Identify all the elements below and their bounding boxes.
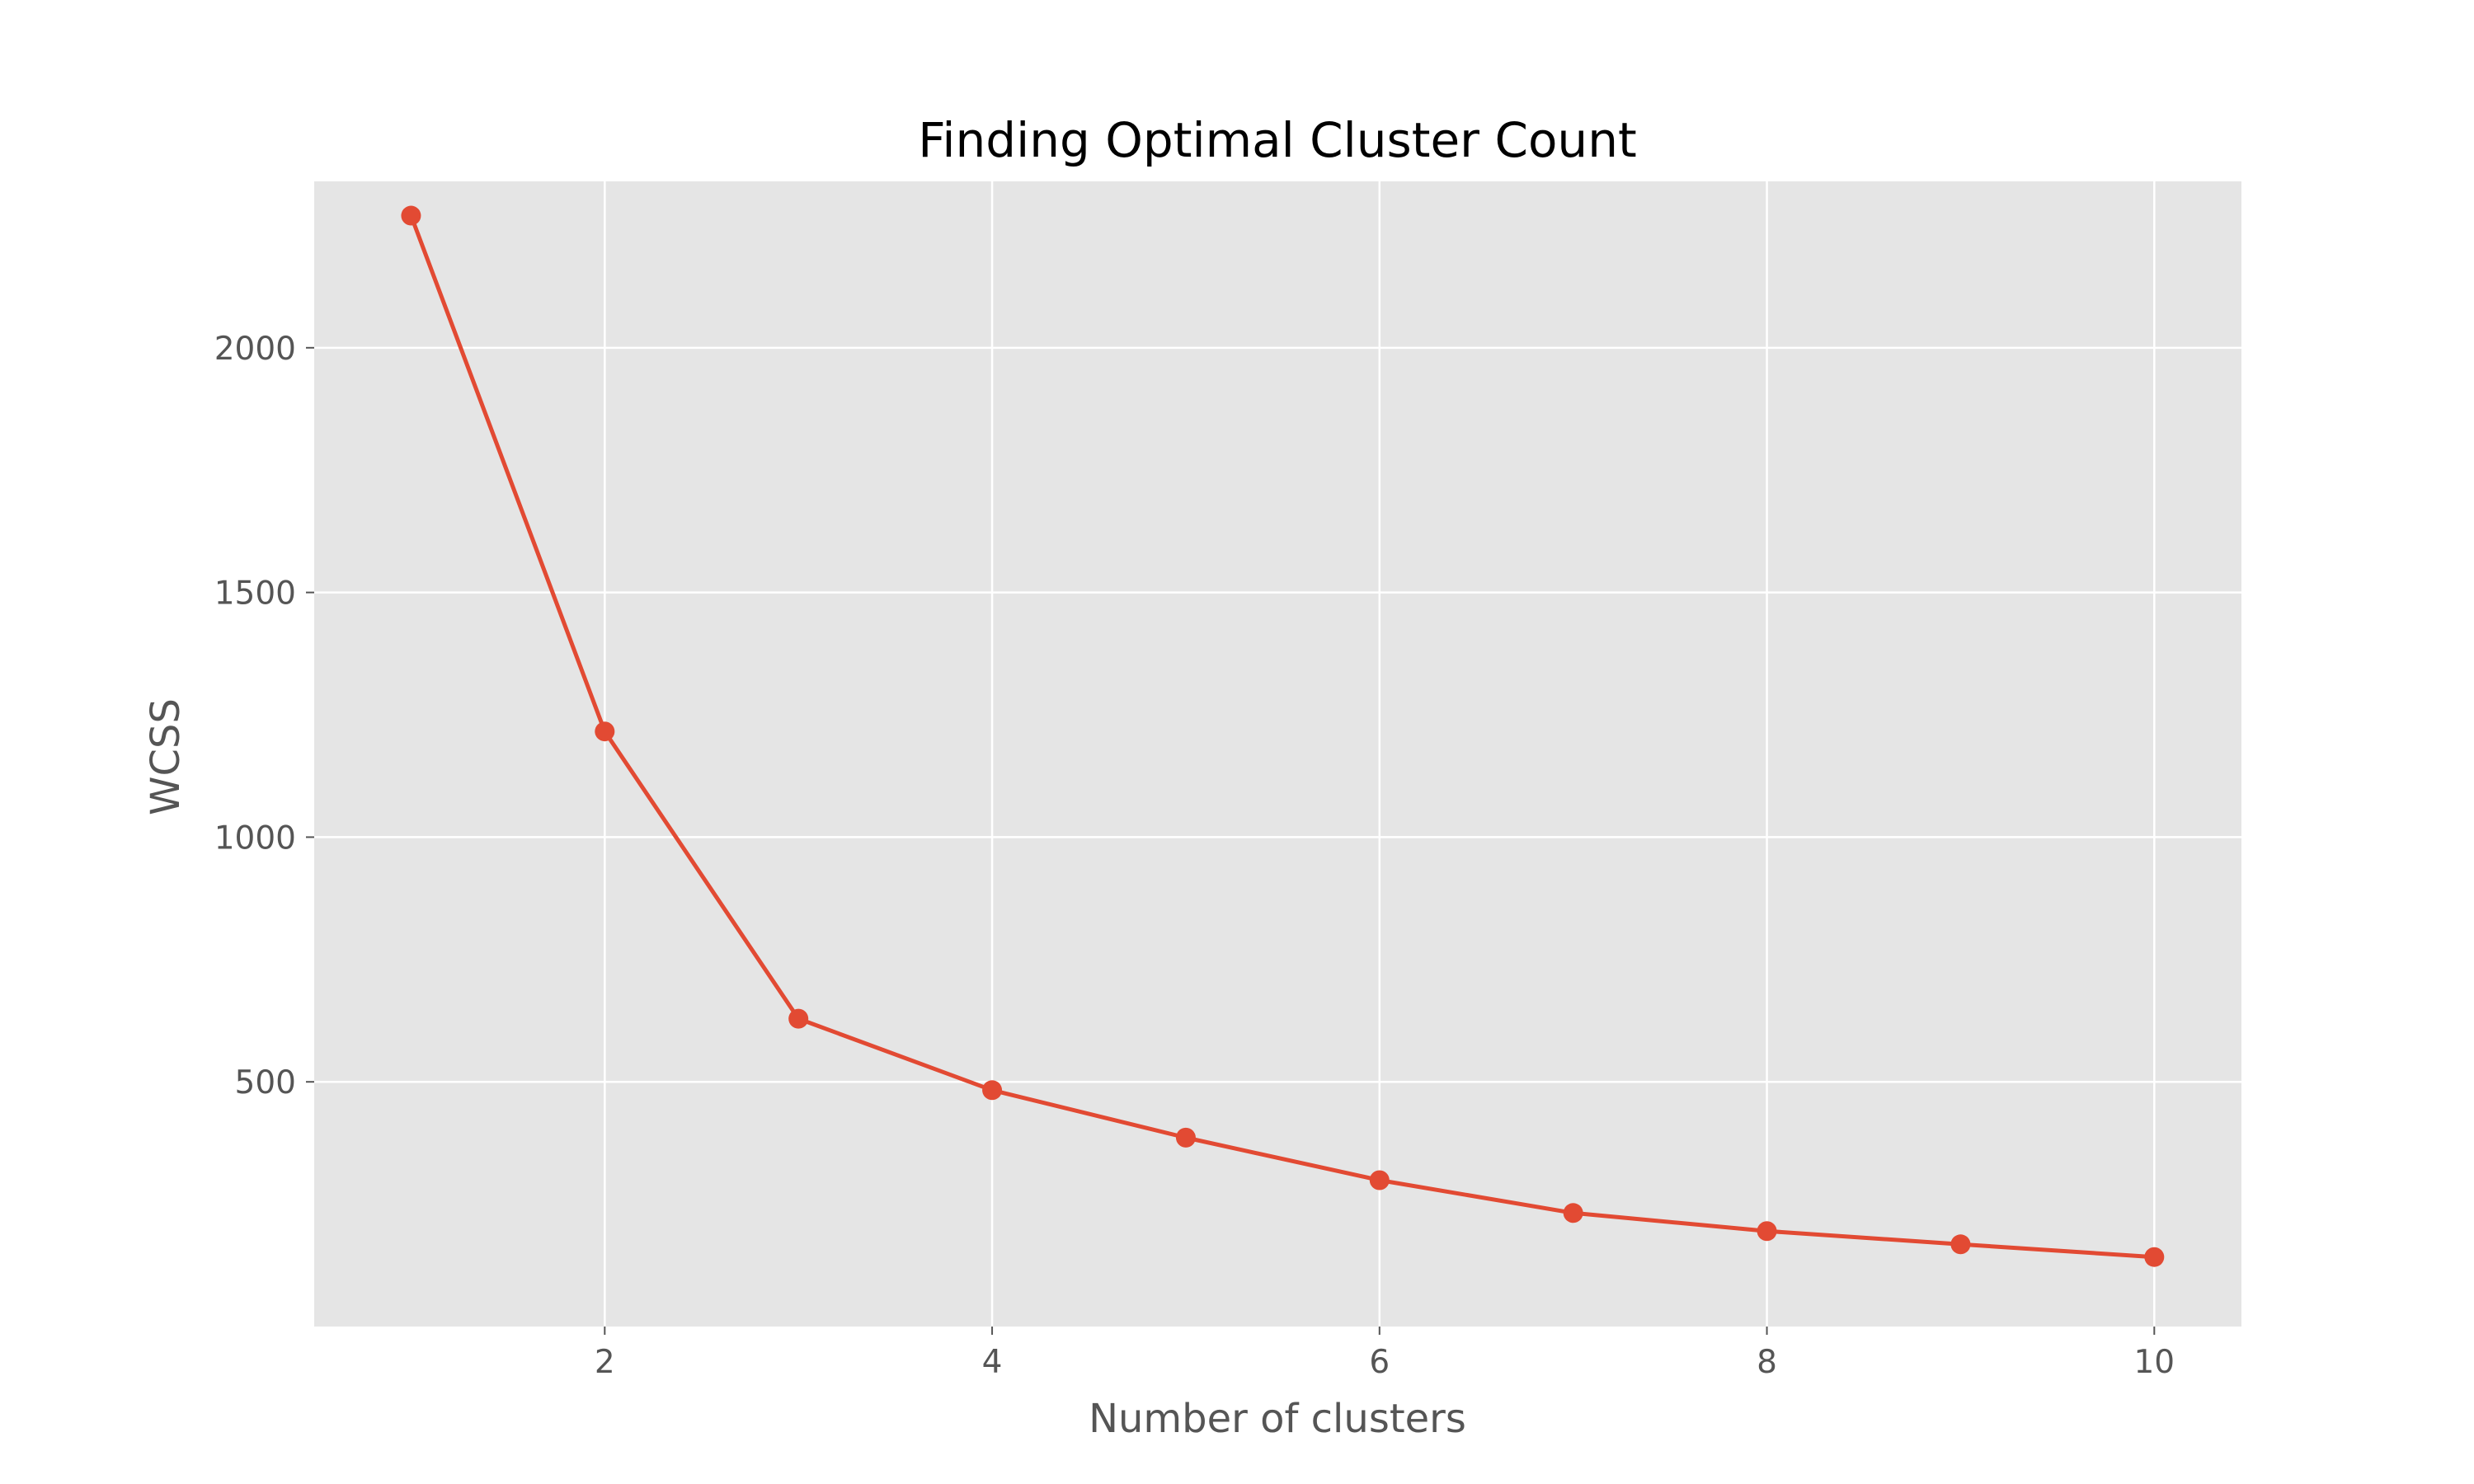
data-point-marker — [1369, 1170, 1390, 1190]
y-axis-label: WCSS — [143, 698, 189, 815]
data-point-marker — [2144, 1247, 2165, 1267]
y-tick-label: 2000 — [214, 331, 296, 368]
grid-lines — [314, 181, 2241, 1327]
data-point-marker — [401, 205, 421, 226]
x-tick-label: 10 — [2133, 1344, 2175, 1381]
x-tick-label: 8 — [1757, 1344, 1777, 1381]
x-axis-label: Number of clusters — [1089, 1396, 1466, 1442]
series-line — [408, 214, 2157, 1260]
axis-ticks: 2 4 6 8 10 500 1000 1500 2000 — [214, 331, 2175, 1381]
y-tick-label: 1500 — [214, 575, 296, 613]
chart-title: Finding Optimal Cluster Count — [918, 112, 1636, 168]
x-tick-label: 4 — [982, 1344, 1003, 1381]
data-point-marker — [1175, 1127, 1196, 1148]
y-tick-label: 500 — [235, 1064, 296, 1101]
data-point-marker — [1757, 1221, 1777, 1242]
series-group — [401, 205, 2165, 1267]
x-tick-label: 2 — [595, 1344, 615, 1381]
x-tick-label: 6 — [1369, 1344, 1390, 1381]
data-point-marker — [1950, 1234, 1971, 1255]
data-point-marker — [982, 1080, 1003, 1101]
y-tick-label: 1000 — [214, 819, 296, 857]
data-point-marker — [595, 721, 615, 742]
plot-area-background — [314, 181, 2241, 1327]
data-point-marker — [788, 1008, 809, 1029]
data-point-marker — [1563, 1203, 1583, 1223]
